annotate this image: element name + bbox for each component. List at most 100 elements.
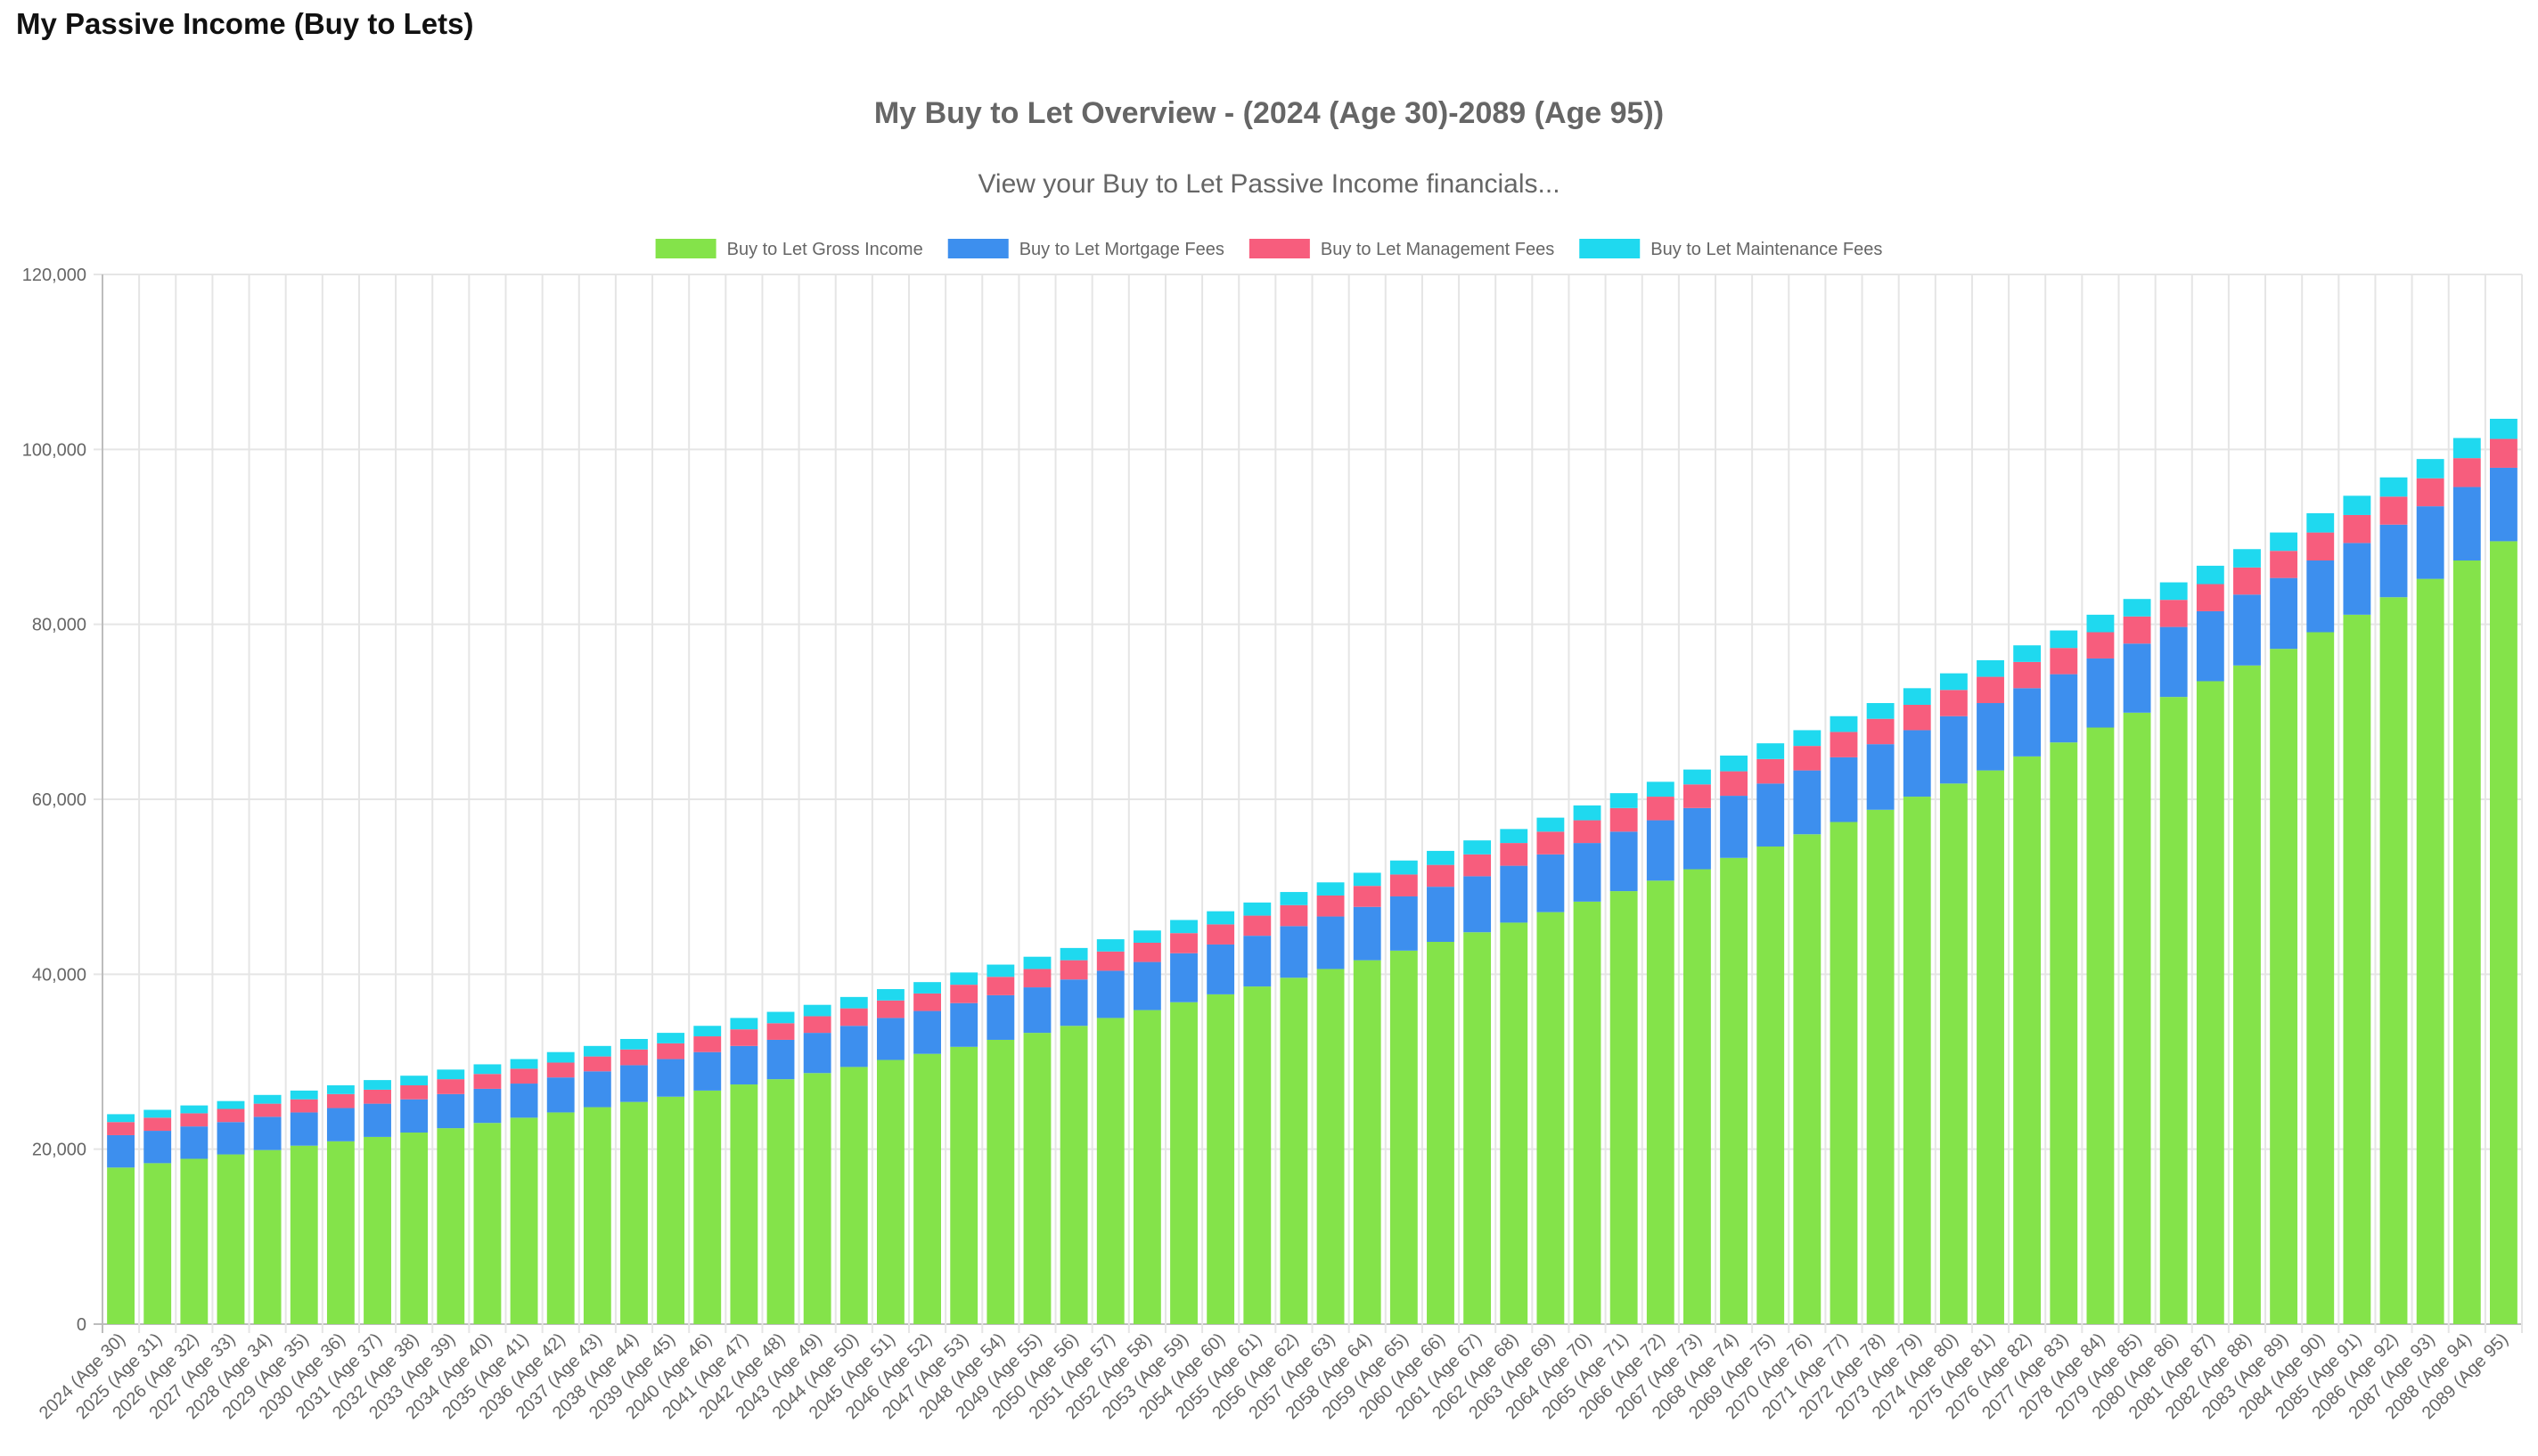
bar-segment[interactable] bbox=[1866, 744, 1895, 810]
bar-segment[interactable] bbox=[1427, 887, 1454, 943]
bar-segment[interactable] bbox=[1316, 882, 1345, 896]
bar-segment[interactable] bbox=[877, 989, 905, 1001]
bar-segment[interactable] bbox=[950, 972, 978, 986]
bar-segment[interactable] bbox=[2490, 418, 2518, 439]
bar-segment[interactable] bbox=[1463, 932, 1492, 1324]
bar-segment[interactable] bbox=[364, 1103, 391, 1137]
bar-segment[interactable] bbox=[1023, 969, 1052, 988]
bar-segment[interactable] bbox=[2050, 648, 2078, 675]
bar-segment[interactable] bbox=[583, 1107, 611, 1324]
bar-segment[interactable] bbox=[364, 1136, 391, 1324]
bar-segment[interactable] bbox=[620, 1038, 648, 1050]
bar-segment[interactable] bbox=[913, 1010, 941, 1054]
bar-segment[interactable] bbox=[546, 1077, 575, 1113]
bar-segment[interactable] bbox=[1133, 1010, 1161, 1324]
bar-segment[interactable] bbox=[1353, 886, 1381, 907]
bar-segment[interactable] bbox=[546, 1051, 575, 1063]
bar-segment[interactable] bbox=[1500, 829, 1528, 844]
bar-segment[interactable] bbox=[2159, 626, 2188, 698]
bar-segment[interactable] bbox=[766, 1011, 795, 1024]
bar-segment[interactable] bbox=[1060, 1026, 1088, 1324]
bar-segment[interactable] bbox=[1280, 892, 1308, 905]
bar-segment[interactable] bbox=[326, 1108, 355, 1141]
bar-segment[interactable] bbox=[217, 1154, 245, 1324]
bar-segment[interactable] bbox=[2086, 614, 2115, 633]
bar-segment[interactable] bbox=[510, 1084, 538, 1118]
bar-segment[interactable] bbox=[290, 1112, 318, 1146]
bar-segment[interactable] bbox=[1536, 854, 1565, 912]
bar-segment[interactable] bbox=[1170, 920, 1198, 934]
bar-segment[interactable] bbox=[1573, 805, 1601, 821]
bar-segment[interactable] bbox=[437, 1069, 465, 1080]
bar-segment[interactable] bbox=[1939, 716, 1968, 784]
bar-segment[interactable] bbox=[1609, 831, 1638, 892]
bar-segment[interactable] bbox=[1096, 970, 1125, 1018]
bar-segment[interactable] bbox=[1720, 771, 1748, 797]
bar-segment[interactable] bbox=[2379, 477, 2408, 497]
bar-segment[interactable] bbox=[1646, 820, 1674, 881]
bar-segment[interactable] bbox=[253, 1103, 282, 1117]
bar-segment[interactable] bbox=[1646, 781, 1674, 798]
bar-segment[interactable] bbox=[1536, 912, 1565, 1324]
bar-segment[interactable] bbox=[364, 1089, 391, 1104]
bar-segment[interactable] bbox=[2306, 560, 2335, 633]
legend-item[interactable]: Buy to Let Maintenance Fees bbox=[1579, 239, 1882, 259]
bar-segment[interactable] bbox=[1903, 688, 1931, 705]
bar-segment[interactable] bbox=[2159, 582, 2188, 601]
bar-segment[interactable] bbox=[913, 982, 941, 994]
bar-segment[interactable] bbox=[2050, 674, 2078, 743]
bar-segment[interactable] bbox=[2123, 599, 2151, 617]
bar-segment[interactable] bbox=[2050, 630, 2078, 649]
bar-segment[interactable] bbox=[657, 1043, 685, 1059]
bar-segment[interactable] bbox=[510, 1059, 538, 1069]
bar-segment[interactable] bbox=[2270, 649, 2298, 1324]
bar-segment[interactable] bbox=[1720, 755, 1748, 772]
bar-segment[interactable] bbox=[1207, 911, 1235, 925]
bar-segment[interactable] bbox=[2123, 712, 2151, 1324]
bar-segment[interactable] bbox=[2196, 610, 2224, 682]
bar-segment[interactable] bbox=[2343, 543, 2371, 615]
bar-segment[interactable] bbox=[510, 1068, 538, 1084]
bar-segment[interactable] bbox=[326, 1085, 355, 1094]
bar-segment[interactable] bbox=[1977, 770, 2004, 1324]
bar-segment[interactable] bbox=[1427, 864, 1454, 888]
bar-segment[interactable] bbox=[1683, 769, 1711, 785]
bar-segment[interactable] bbox=[2490, 541, 2518, 1324]
bar-segment[interactable] bbox=[1170, 933, 1198, 953]
bar-segment[interactable] bbox=[987, 964, 1015, 977]
bar-segment[interactable] bbox=[217, 1108, 245, 1123]
bar-segment[interactable] bbox=[1463, 840, 1492, 855]
bar-segment[interactable] bbox=[1023, 956, 1052, 969]
bar-segment[interactable] bbox=[1133, 930, 1161, 943]
bar-segment[interactable] bbox=[1646, 880, 1674, 1324]
bar-segment[interactable] bbox=[2452, 438, 2481, 459]
bar-segment[interactable] bbox=[1243, 902, 1272, 916]
bar-segment[interactable] bbox=[2013, 661, 2042, 689]
bar-segment[interactable] bbox=[693, 1051, 722, 1091]
bar-segment[interactable] bbox=[2196, 681, 2224, 1324]
bar-segment[interactable] bbox=[2416, 478, 2444, 507]
bar-segment[interactable] bbox=[1720, 857, 1748, 1324]
bar-segment[interactable] bbox=[400, 1133, 429, 1324]
bar-segment[interactable] bbox=[1756, 847, 1785, 1324]
bar-segment[interactable] bbox=[2452, 487, 2481, 561]
bar-segment[interactable] bbox=[839, 1067, 868, 1324]
bar-segment[interactable] bbox=[1353, 960, 1381, 1324]
bar-segment[interactable] bbox=[253, 1149, 282, 1324]
bar-segment[interactable] bbox=[1683, 807, 1711, 870]
legend-item[interactable]: Buy to Let Mortgage Fees bbox=[947, 239, 1224, 259]
bar-segment[interactable] bbox=[437, 1093, 465, 1129]
bar-segment[interactable] bbox=[839, 1026, 868, 1067]
bar-segment[interactable] bbox=[766, 1023, 795, 1040]
bar-segment[interactable] bbox=[290, 1090, 318, 1100]
bar-segment[interactable] bbox=[1207, 994, 1235, 1324]
bar-segment[interactable] bbox=[1500, 843, 1528, 866]
bar-segment[interactable] bbox=[400, 1085, 429, 1100]
bar-segment[interactable] bbox=[1389, 860, 1418, 875]
bar-segment[interactable] bbox=[2233, 594, 2261, 666]
bar-segment[interactable] bbox=[803, 1033, 831, 1074]
bar-segment[interactable] bbox=[2270, 532, 2298, 552]
bar-segment[interactable] bbox=[1060, 960, 1088, 980]
bar-segment[interactable] bbox=[180, 1105, 209, 1114]
bar-segment[interactable] bbox=[1756, 758, 1785, 784]
